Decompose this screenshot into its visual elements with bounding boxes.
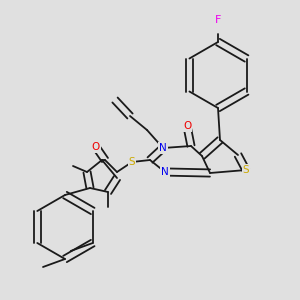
Text: O: O — [183, 121, 191, 131]
Text: S: S — [243, 165, 249, 175]
Text: S: S — [129, 157, 135, 167]
Text: N: N — [159, 143, 167, 153]
Text: O: O — [92, 142, 100, 152]
Text: F: F — [215, 15, 221, 25]
Text: N: N — [161, 167, 169, 177]
